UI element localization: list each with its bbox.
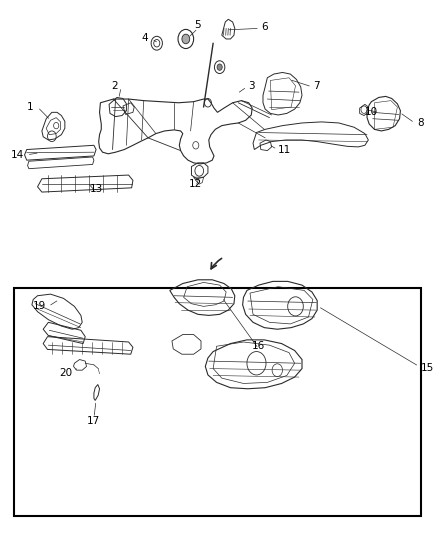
Text: 2: 2: [111, 81, 118, 91]
Text: 12: 12: [189, 179, 202, 189]
Text: 14: 14: [11, 150, 25, 160]
Text: 8: 8: [417, 118, 424, 128]
Text: 3: 3: [248, 81, 254, 91]
Circle shape: [182, 34, 190, 44]
Text: 1: 1: [27, 102, 33, 112]
Text: 5: 5: [194, 20, 201, 30]
Bar: [14, 288, 421, 516]
Text: 10: 10: [365, 107, 378, 117]
Text: 16: 16: [252, 341, 265, 351]
Text: 19: 19: [33, 301, 46, 311]
Text: 20: 20: [59, 368, 72, 378]
Text: 4: 4: [141, 33, 148, 43]
Text: 13: 13: [89, 184, 102, 195]
Text: 17: 17: [87, 416, 101, 426]
Text: 6: 6: [261, 22, 268, 33]
Circle shape: [217, 64, 222, 70]
Text: 15: 15: [421, 362, 434, 373]
Text: 11: 11: [278, 144, 291, 155]
Text: 7: 7: [313, 81, 319, 91]
